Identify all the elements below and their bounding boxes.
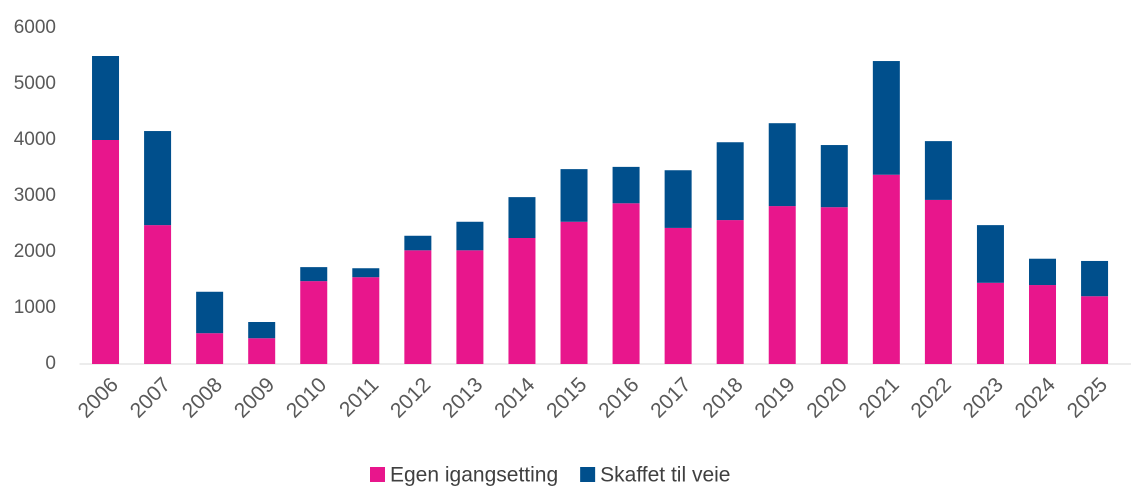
bar-segment bbox=[404, 235, 432, 251]
x-tick-label: 2012 bbox=[386, 373, 435, 422]
x-tick-label: 2010 bbox=[282, 373, 331, 422]
bar-segment bbox=[872, 61, 900, 175]
legend-swatch bbox=[580, 467, 596, 482]
bar-segment bbox=[508, 238, 536, 364]
bar-segment bbox=[92, 56, 120, 140]
y-tick-label: 3000 bbox=[14, 185, 56, 206]
bar-segment bbox=[144, 131, 172, 226]
x-tick-label: 2014 bbox=[490, 373, 540, 423]
bar-segment bbox=[768, 206, 796, 364]
bar-segment bbox=[456, 221, 484, 251]
bar-segment bbox=[716, 220, 744, 364]
x-tick-label: 2016 bbox=[594, 373, 643, 422]
y-tick-label: 6000 bbox=[14, 17, 56, 38]
legend-label: Skaffet til veie bbox=[600, 464, 730, 487]
bar-segment bbox=[352, 277, 380, 364]
bar-segment bbox=[1029, 285, 1057, 364]
x-tick-label: 2017 bbox=[646, 373, 695, 422]
y-tick-label: 0 bbox=[45, 353, 56, 374]
x-tick-label: 2020 bbox=[802, 373, 851, 422]
bar-segment bbox=[820, 207, 848, 364]
bar-segment bbox=[196, 333, 224, 364]
bar-segment bbox=[560, 221, 588, 364]
bar-segment bbox=[976, 282, 1004, 364]
x-tick-label: 2006 bbox=[74, 373, 123, 422]
x-tick-label: 2007 bbox=[126, 373, 175, 422]
x-tick-label: 2019 bbox=[750, 373, 799, 422]
x-tick-label: 2024 bbox=[1011, 373, 1061, 423]
bar-segment bbox=[144, 225, 172, 364]
bar-segment bbox=[508, 197, 536, 238]
bar-segment bbox=[820, 145, 848, 208]
x-tick-label: 2022 bbox=[907, 373, 956, 422]
bar-segment bbox=[612, 166, 640, 204]
bar-segment bbox=[1081, 260, 1109, 297]
x-tick-label: 2009 bbox=[230, 373, 279, 422]
bar-segment bbox=[300, 267, 328, 282]
x-tick-label: 2008 bbox=[178, 373, 227, 422]
bar-segment bbox=[664, 227, 692, 364]
x-tick-label: 2013 bbox=[438, 373, 487, 422]
bar-segment bbox=[196, 291, 224, 334]
bar-segment bbox=[248, 322, 276, 339]
bar-segment bbox=[300, 281, 328, 364]
bar-segment bbox=[768, 123, 796, 207]
bar-segment bbox=[924, 141, 952, 200]
x-tick-label: 2011 bbox=[335, 373, 383, 421]
y-tick-label: 5000 bbox=[14, 73, 56, 94]
bar-segment bbox=[1029, 258, 1057, 286]
bar-segment bbox=[1081, 296, 1109, 364]
x-tick-label: 2021 bbox=[855, 373, 904, 422]
x-tick-label: 2018 bbox=[698, 373, 747, 422]
y-tick-label: 2000 bbox=[14, 241, 56, 262]
bar-segment bbox=[716, 142, 744, 221]
bar-segment bbox=[612, 203, 640, 364]
bar-segment bbox=[872, 174, 900, 364]
y-tick-label: 1000 bbox=[14, 297, 56, 318]
bar-segment bbox=[976, 225, 1004, 283]
bar-segment bbox=[560, 169, 588, 222]
bar-segment bbox=[664, 170, 692, 228]
x-tick-label: 2023 bbox=[959, 373, 1008, 422]
y-tick-label: 4000 bbox=[14, 129, 56, 150]
bar-segment bbox=[404, 250, 432, 364]
bar-segment bbox=[456, 250, 484, 364]
x-tick-label: 2015 bbox=[542, 373, 591, 422]
x-tick-label: 2025 bbox=[1063, 373, 1112, 422]
legend-swatch bbox=[370, 467, 385, 482]
bar-segment bbox=[924, 199, 952, 364]
bar-segment bbox=[248, 338, 276, 364]
bar-segment bbox=[352, 268, 380, 278]
bar-segment bbox=[92, 140, 120, 364]
legend-label: Egen igangsetting bbox=[390, 464, 558, 487]
